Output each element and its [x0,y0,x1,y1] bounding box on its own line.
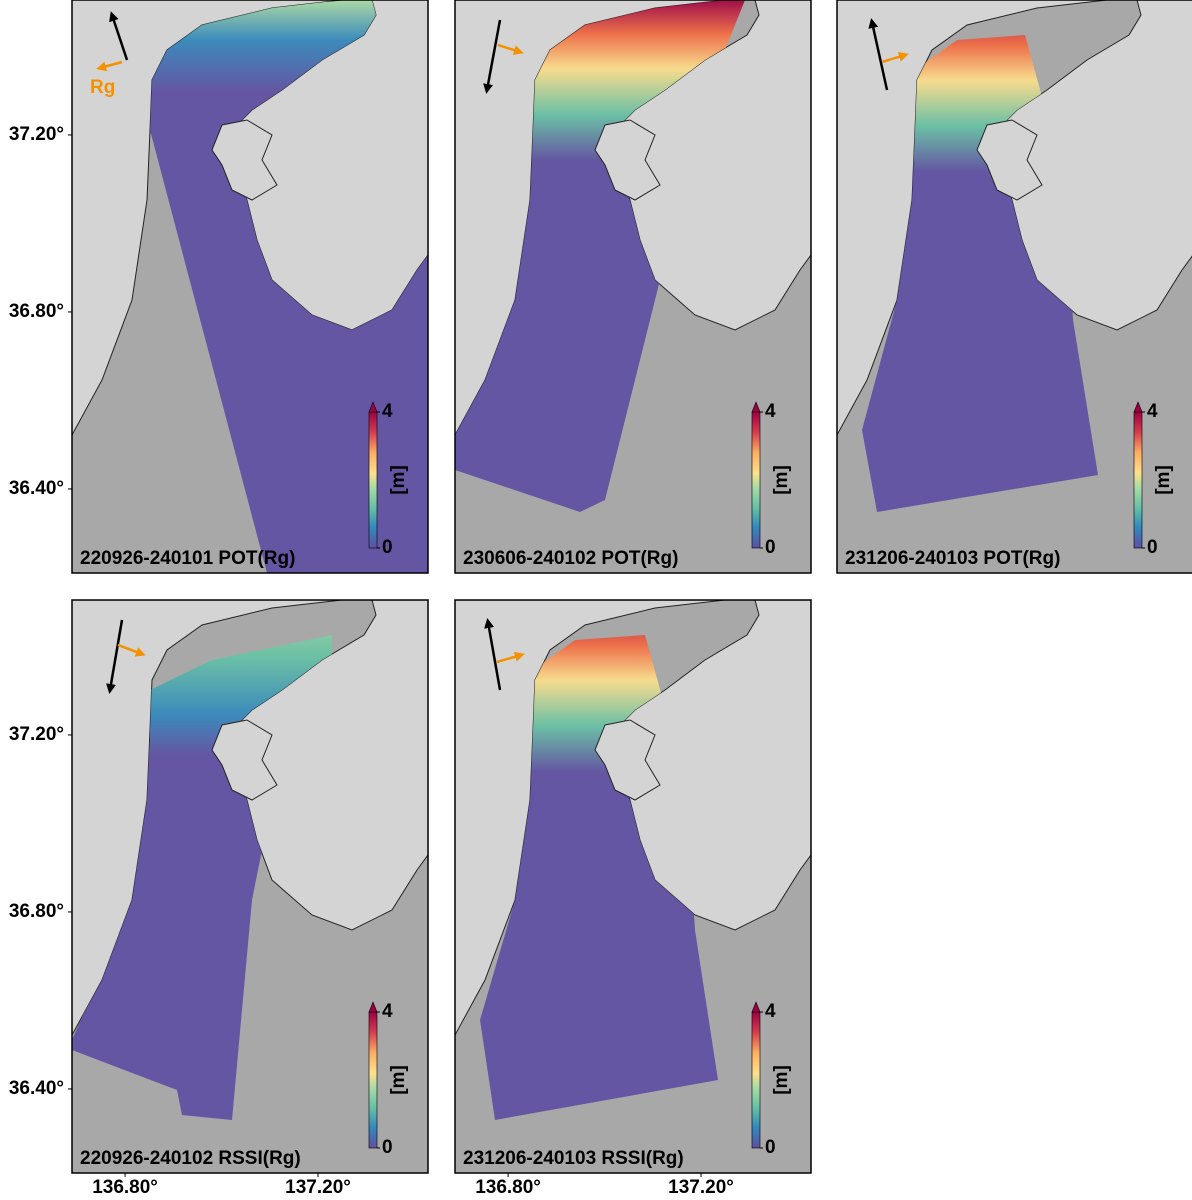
colorbar [751,411,761,549]
colorbar-extend [1133,401,1143,413]
inner-bay [594,719,661,801]
colorbar-unit: [m] [388,465,409,495]
map-area [72,0,428,573]
flight-direction-arrow [484,618,502,691]
colorbar-tick-label: 4 [765,401,776,422]
colorbar [368,411,378,549]
lon-tick-label: 136.80° [92,1177,158,1198]
panel-frame [454,0,812,574]
colorbar [368,1011,378,1149]
map-panel: 0 4 [m] 231206-240103 RSSI(Rg) 136.80° 137.20… [454,599,812,1198]
colorbar-unit: [m] [771,465,792,495]
panel-label: 220926-240102 RSSI(Rg) [80,1148,301,1169]
colorbar [751,1011,761,1149]
panel-label: 231206-240103 POT(Rg) [845,548,1060,569]
range-direction-arrow [117,643,146,657]
colorbar-tick-label: 4 [382,1001,393,1022]
colorbar-unit: [m] [388,1065,409,1095]
flight-direction-arrow [483,19,502,94]
lat-tick-label: 36.40° [9,478,64,499]
range-direction-arrow [496,651,525,664]
inner-bay [594,119,661,201]
inner-bay [211,719,278,801]
colorbar-tick-label: 0 [765,537,776,558]
panel-frame [454,599,812,1174]
lon-tick-label: 136.80° [475,1177,541,1198]
colorbar-tick-label: 0 [1147,537,1158,558]
lat-tick-label: 36.80° [9,901,64,922]
map-area [455,600,811,1173]
panel-label: 230606-240102 POT(Rg) [463,548,678,569]
colorbar-unit: [m] [1153,465,1174,495]
lat-tick-label: 37.20° [9,124,64,145]
panel-frame [71,0,429,574]
lon-tick-label: 137.20° [668,1177,734,1198]
map-area [72,600,428,1173]
colorbar-extend [751,1001,761,1013]
colorbar-extend [368,1001,378,1013]
lat-tick-label: 36.80° [9,301,64,322]
inner-bay [211,119,278,201]
inner-bay [976,119,1043,201]
lat-tick-label: 37.20° [9,724,64,745]
range-direction-arrow [96,60,123,72]
panel-frame [71,599,429,1174]
lat-tick-label: 36.40° [9,1078,64,1099]
colorbar-tick-label: 4 [382,401,393,422]
flight-direction-arrow [109,11,129,61]
range-label: Rg [90,77,115,98]
panel-frame [836,0,1192,574]
map-panel: 0 4 [m] 231206-240103 POT(Rg) [836,0,1192,574]
map-panel: Rg 0 4 [m] 220926-240101 POT(Rg) 37.20° 36.80°… [9,0,429,574]
flight-direction-arrow [106,619,124,694]
lon-tick-label: 137.20° [285,1177,351,1198]
map-panel: 0 4 [m] 220926-240102 RSSI(Rg) 37.20° 36.80° 3… [9,599,429,1198]
colorbar-extend [751,401,761,413]
panel-label: 220926-240101 POT(Rg) [80,548,295,569]
range-direction-arrow [881,51,909,64]
map-panel: 0 4 [m] 230606-240102 POT(Rg) [454,0,812,574]
colorbar-tick-label: 0 [382,537,393,558]
panel-label: 231206-240103 RSSI(Rg) [463,1148,684,1169]
range-direction-arrow [497,43,524,55]
colorbar-unit: [m] [771,1065,792,1095]
colorbar-tick-label: 4 [765,1001,776,1022]
colorbar-extend [368,401,378,413]
flight-direction-arrow [868,18,889,91]
colorbar-tick-label: 0 [765,1137,776,1158]
colorbar [1133,411,1143,549]
colorbar-tick-label: 0 [382,1137,393,1158]
map-area [837,0,1192,573]
colorbar-tick-label: 4 [1147,401,1158,422]
map-area [455,0,811,573]
